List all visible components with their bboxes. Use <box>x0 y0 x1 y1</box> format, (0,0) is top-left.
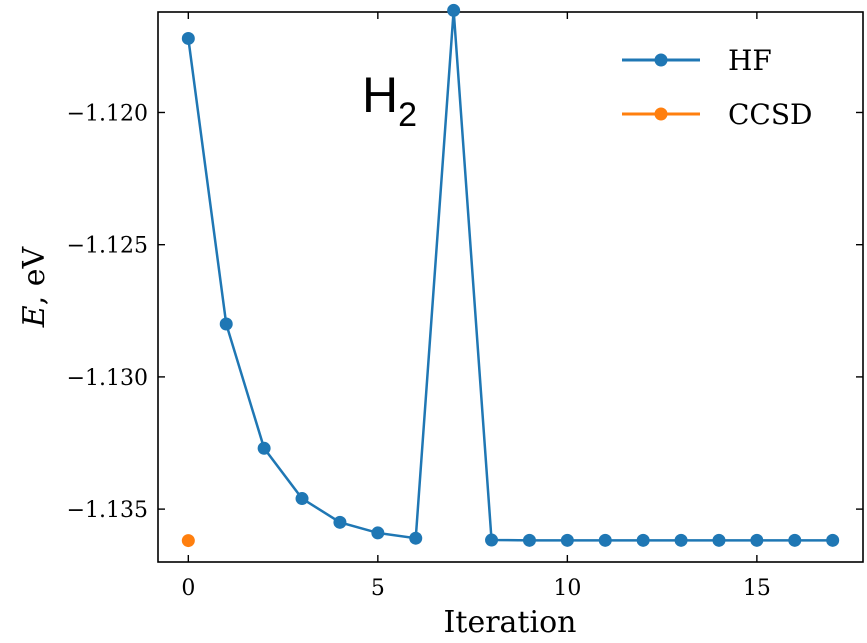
data-point-hf-5 <box>371 526 385 540</box>
legend: HF CCSD <box>622 44 812 131</box>
axis-ticks: 0 5 10 15 −1.120 −1.125 −1.130 −1.135 <box>67 12 863 601</box>
annotation-sub: 2 <box>398 96 417 134</box>
data-point-hf-16 <box>788 533 802 547</box>
legend-label-ccsd: CCSD <box>728 98 812 131</box>
y-tick-label-3: −1.135 <box>67 498 148 523</box>
data-point-hf-12 <box>636 533 650 547</box>
data-point-hf-4 <box>333 515 347 529</box>
y-axis-title-unit: , eV <box>17 245 52 305</box>
data-point-hf-15 <box>750 533 764 547</box>
legend-marker-hf <box>654 53 668 67</box>
series-layer <box>181 3 840 548</box>
series-line-hf <box>187 10 833 542</box>
x-axis-title: Iteration <box>444 605 577 640</box>
data-point-hf-3 <box>295 492 309 506</box>
data-point-hf-0 <box>181 31 195 45</box>
x-tick-label-10: 10 <box>553 576 581 601</box>
legend-label-hf: HF <box>728 44 772 77</box>
data-point-hf-14 <box>712 533 726 547</box>
data-point-ccsd-0 <box>181 534 195 548</box>
data-point-hf-6 <box>409 531 423 545</box>
data-point-hf-2 <box>257 441 271 455</box>
legend-marker-ccsd <box>654 107 668 121</box>
y-tick-label-1: −1.125 <box>67 234 148 259</box>
y-axis-title-symbol: E <box>17 305 52 328</box>
data-point-hf-17 <box>826 533 840 547</box>
data-point-hf-1 <box>219 317 233 331</box>
y-tick-label-2: −1.130 <box>67 366 148 391</box>
annotation-main: H <box>362 67 398 123</box>
data-point-hf-9 <box>522 533 536 547</box>
y-axis-title: E, eV <box>17 245 52 328</box>
plot-frame <box>157 11 864 563</box>
data-point-hf-7 <box>447 3 461 17</box>
data-point-hf-13 <box>674 533 688 547</box>
data-point-hf-10 <box>560 533 574 547</box>
data-point-hf-11 <box>598 533 612 547</box>
x-tick-label-15: 15 <box>743 576 771 601</box>
annotation-h2: H2 <box>362 67 417 134</box>
x-tick-label-0: 0 <box>181 576 195 601</box>
data-point-hf-8 <box>485 533 499 547</box>
x-tick-label-5: 5 <box>371 576 385 601</box>
y-tick-label-0: −1.120 <box>67 101 148 126</box>
